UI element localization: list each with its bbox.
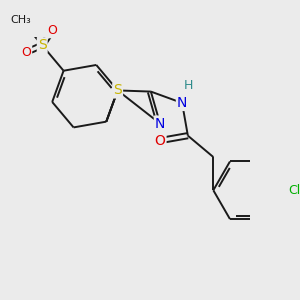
Text: N: N — [177, 96, 187, 110]
Text: S: S — [38, 38, 46, 52]
Text: Cl: Cl — [289, 184, 300, 197]
Text: N: N — [155, 116, 165, 130]
Text: CH₃: CH₃ — [11, 15, 31, 25]
Text: S: S — [113, 83, 122, 98]
Text: O: O — [21, 46, 31, 59]
Text: H: H — [184, 79, 193, 92]
Text: O: O — [47, 24, 57, 37]
Text: O: O — [154, 134, 166, 148]
